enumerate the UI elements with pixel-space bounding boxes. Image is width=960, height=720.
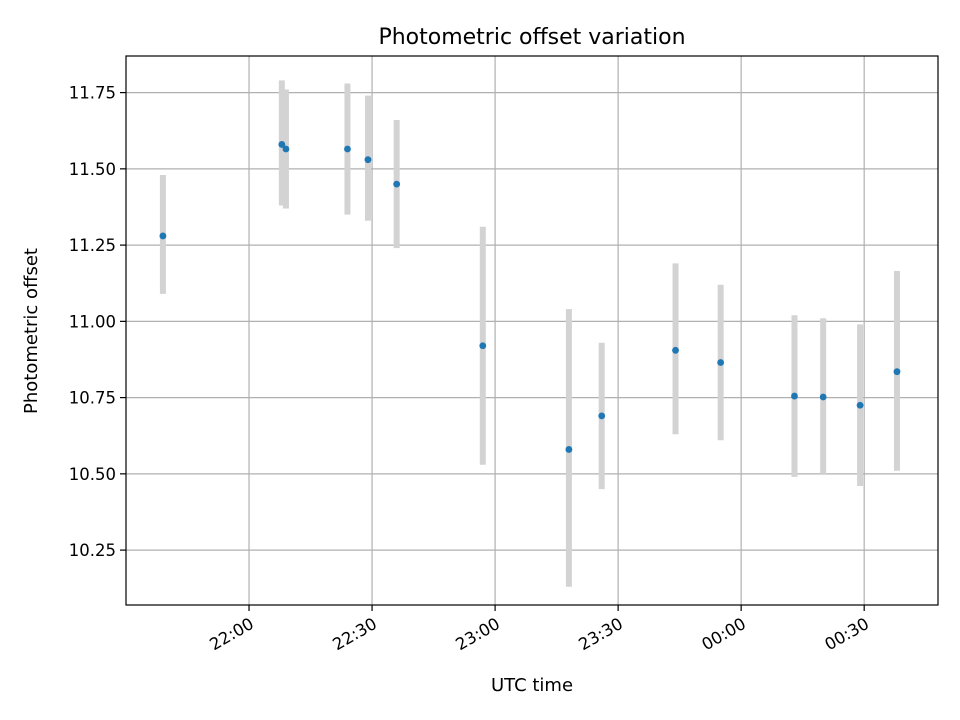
- x-axis-label: UTC time: [491, 675, 573, 696]
- plot-frame: [125, 55, 939, 606]
- chart-title: Photometric offset variation: [378, 25, 685, 50]
- data-point: [159, 232, 167, 240]
- y-tick-label: 10.75: [69, 389, 116, 408]
- y-tick-label: 11.75: [69, 84, 116, 103]
- data-point: [893, 368, 901, 376]
- grid-layer: [126, 56, 938, 605]
- data-point: [282, 145, 290, 153]
- data-point: [278, 141, 286, 148]
- data-point: [393, 180, 401, 188]
- data-point: [672, 346, 679, 354]
- data-point: [598, 412, 606, 420]
- y-tick-label: 11.25: [69, 236, 116, 255]
- y-tick-label: 11.00: [69, 312, 116, 331]
- point-layer: [159, 141, 901, 453]
- y-tick-label: 10.25: [69, 541, 116, 560]
- data-point: [717, 359, 725, 366]
- data-point: [791, 392, 798, 400]
- data-point: [565, 446, 573, 453]
- y-axis-label: Photometric offset: [21, 248, 42, 414]
- data-point: [856, 401, 864, 409]
- data-point: [344, 145, 351, 153]
- y-tick-label: 10.50: [69, 465, 116, 484]
- y-tick-label: 11.50: [69, 160, 116, 179]
- data-point: [819, 393, 827, 401]
- data-point: [364, 156, 372, 164]
- data-point: [479, 342, 487, 350]
